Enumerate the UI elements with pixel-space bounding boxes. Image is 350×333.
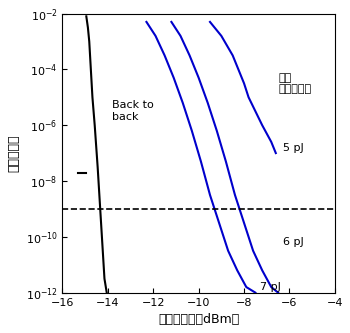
Text: 5 pJ: 5 pJ <box>282 143 303 153</box>
Text: 6 pJ: 6 pJ <box>282 237 303 247</box>
Y-axis label: 符号誤り率: 符号誤り率 <box>7 134 20 172</box>
X-axis label: 受信パワー（dBm）: 受信パワー（dBm） <box>158 313 239 326</box>
Text: 7 pJ: 7 pJ <box>260 282 281 292</box>
Text: Back to
back: Back to back <box>112 101 154 122</box>
Text: 励起
エネルギー: 励起 エネルギー <box>278 73 311 94</box>
